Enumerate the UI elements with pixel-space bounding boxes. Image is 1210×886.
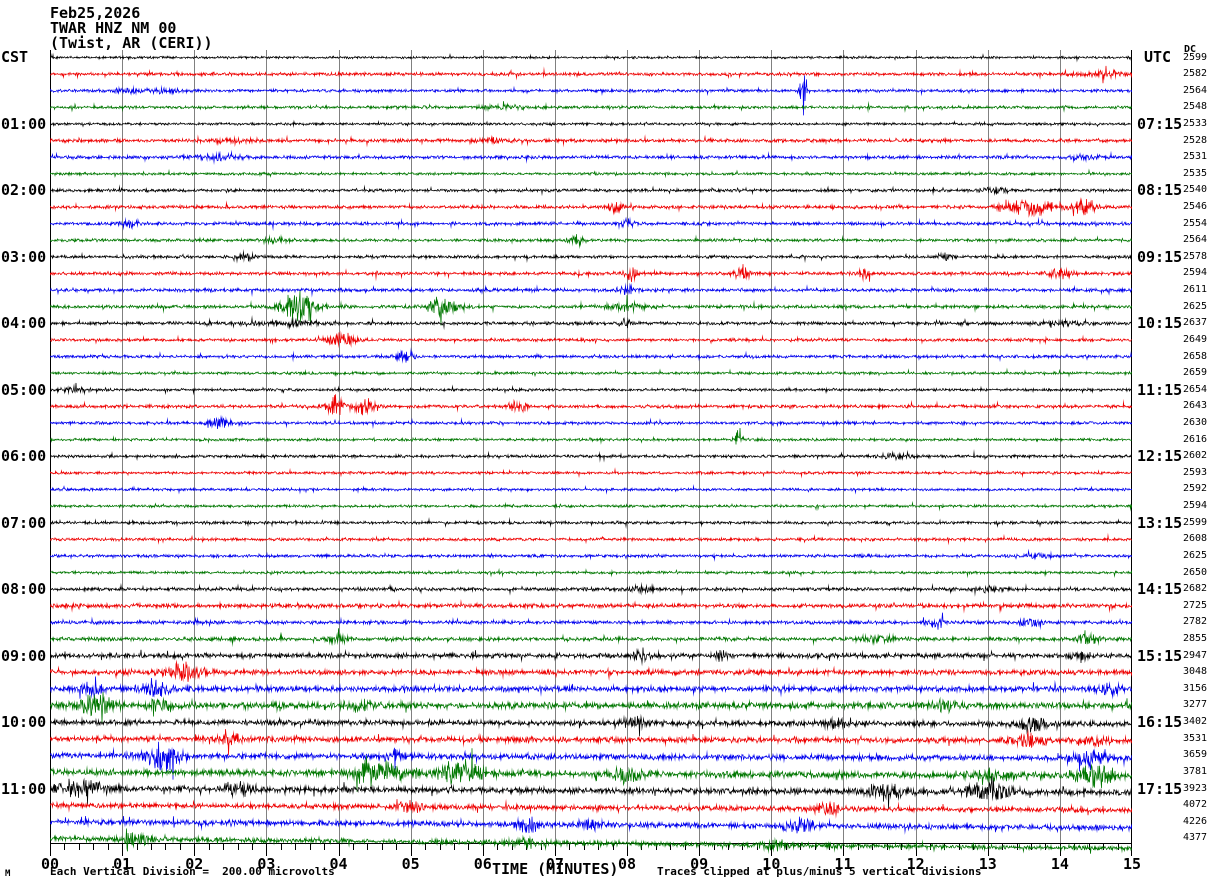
dc-value: 2630 <box>1183 417 1208 429</box>
right-time-label: 15:15 <box>1137 646 1183 665</box>
right-time-label: 10:15 <box>1137 314 1183 333</box>
left-time-label: 01:00 <box>1 114 47 133</box>
dc-value: 4072 <box>1183 799 1208 811</box>
dc-value: 2531 <box>1183 151 1208 163</box>
cst-axis-label: CST <box>1 48 29 66</box>
seismogram-trace-canvas <box>50 50 1132 856</box>
left-time-label: 06:00 <box>1 447 47 466</box>
dc-value: 2649 <box>1183 333 1208 345</box>
header-station: TWAR HNZ NM 00 <box>50 19 177 37</box>
dc-value: 2564 <box>1183 234 1208 246</box>
dc-value: 2548 <box>1183 101 1208 113</box>
right-time-label: 11:15 <box>1137 380 1183 399</box>
dc-value: 3402 <box>1183 716 1208 728</box>
x-tick-label: 02 <box>185 855 204 873</box>
right-time-label: 16:15 <box>1137 713 1183 732</box>
dc-value: 2682 <box>1183 583 1208 595</box>
x-tick-label: 12 <box>906 855 925 873</box>
left-time-label: 11:00 <box>1 779 47 798</box>
dc-value: 2594 <box>1183 500 1208 512</box>
right-time-label: 07:15 <box>1137 114 1183 133</box>
dc-value: 2616 <box>1183 433 1208 445</box>
x-tick-label: 04 <box>329 855 348 873</box>
dc-value: 2599 <box>1183 516 1208 528</box>
right-time-label: 13:15 <box>1137 513 1183 532</box>
dc-value: 2637 <box>1183 317 1208 329</box>
x-tick-label: 11 <box>834 855 853 873</box>
right-time-label: 12:15 <box>1137 447 1183 466</box>
dc-value: 2554 <box>1183 217 1208 229</box>
dc-value: 2533 <box>1183 117 1208 129</box>
dc-value: 3531 <box>1183 732 1208 744</box>
x-tick-label: 13 <box>978 855 997 873</box>
dc-value: 2611 <box>1183 284 1208 296</box>
dc-value: 3923 <box>1183 782 1208 794</box>
header-location: (Twist, AR (CERI)) <box>50 34 213 52</box>
x-tick-label: 05 <box>401 855 420 873</box>
x-tick-label: 07 <box>545 855 564 873</box>
right-time-label: 17:15 <box>1137 779 1183 798</box>
dc-value: 2594 <box>1183 267 1208 279</box>
left-time-label: 10:00 <box>1 713 47 732</box>
dc-value: 3277 <box>1183 699 1208 711</box>
dc-value: 2782 <box>1183 616 1208 628</box>
scale-note: Each Vertical Division = 200.00 microvol… <box>50 865 335 878</box>
left-time-label: 07:00 <box>1 513 47 532</box>
clip-note: Traces clipped at plus/minus 5 vertical … <box>657 865 982 878</box>
dc-value: 3781 <box>1183 765 1208 777</box>
dc-value: 4377 <box>1183 832 1208 844</box>
dc-value: 3048 <box>1183 666 1208 678</box>
dc-value: 2602 <box>1183 450 1208 462</box>
right-time-label: 14:15 <box>1137 580 1183 599</box>
dc-value: 2599 <box>1183 51 1208 63</box>
dc-value: 2643 <box>1183 400 1208 412</box>
time-axis-title: TIME (MINUTES) <box>492 860 619 878</box>
dc-value: 2578 <box>1183 250 1208 262</box>
x-tick-label: 08 <box>618 855 637 873</box>
left-time-label: 02:00 <box>1 181 47 200</box>
left-time-label: 05:00 <box>1 380 47 399</box>
dc-value: 2546 <box>1183 201 1208 213</box>
dc-value: 2650 <box>1183 566 1208 578</box>
dc-value: 2725 <box>1183 599 1208 611</box>
dc-value: 2528 <box>1183 134 1208 146</box>
dc-value: 2593 <box>1183 466 1208 478</box>
x-tick-label: 06 <box>473 855 492 873</box>
x-tick-label: 03 <box>257 855 276 873</box>
left-time-label: 09:00 <box>1 646 47 665</box>
dc-value: 2564 <box>1183 84 1208 96</box>
dc-value: 2540 <box>1183 184 1208 196</box>
right-time-label: 08:15 <box>1137 181 1183 200</box>
dc-value: 2654 <box>1183 383 1208 395</box>
x-tick-label: 10 <box>762 855 781 873</box>
header-date: Feb25,2026 <box>50 4 141 22</box>
dc-value: 4226 <box>1183 815 1208 827</box>
left-time-label: 08:00 <box>1 580 47 599</box>
dc-value: 2625 <box>1183 300 1208 312</box>
x-tick-label: 01 <box>113 855 132 873</box>
dc-value: 2608 <box>1183 533 1208 545</box>
left-time-label: 04:00 <box>1 314 47 333</box>
utc-axis-label: UTC <box>1144 48 1172 66</box>
right-time-label: 09:15 <box>1137 247 1183 266</box>
dc-value: 2658 <box>1183 350 1208 362</box>
dc-column-header: DC <box>1184 44 1197 55</box>
x-tick-label: 09 <box>690 855 709 873</box>
dc-value: 2947 <box>1183 649 1208 661</box>
x-tick-label: 14 <box>1050 855 1069 873</box>
dc-value: 2625 <box>1183 549 1208 561</box>
watermark-glyph: M <box>5 869 11 879</box>
dc-value: 2582 <box>1183 68 1208 80</box>
dc-value: 2535 <box>1183 167 1208 179</box>
left-time-label: 03:00 <box>1 247 47 266</box>
dc-value: 2659 <box>1183 367 1208 379</box>
dc-value: 3659 <box>1183 749 1208 761</box>
dc-value: 3156 <box>1183 682 1208 694</box>
dc-value: 2855 <box>1183 633 1208 645</box>
x-tick-label: 00 <box>40 855 60 873</box>
x-tick-label: 15 <box>1122 855 1142 873</box>
dc-value: 2592 <box>1183 483 1208 495</box>
